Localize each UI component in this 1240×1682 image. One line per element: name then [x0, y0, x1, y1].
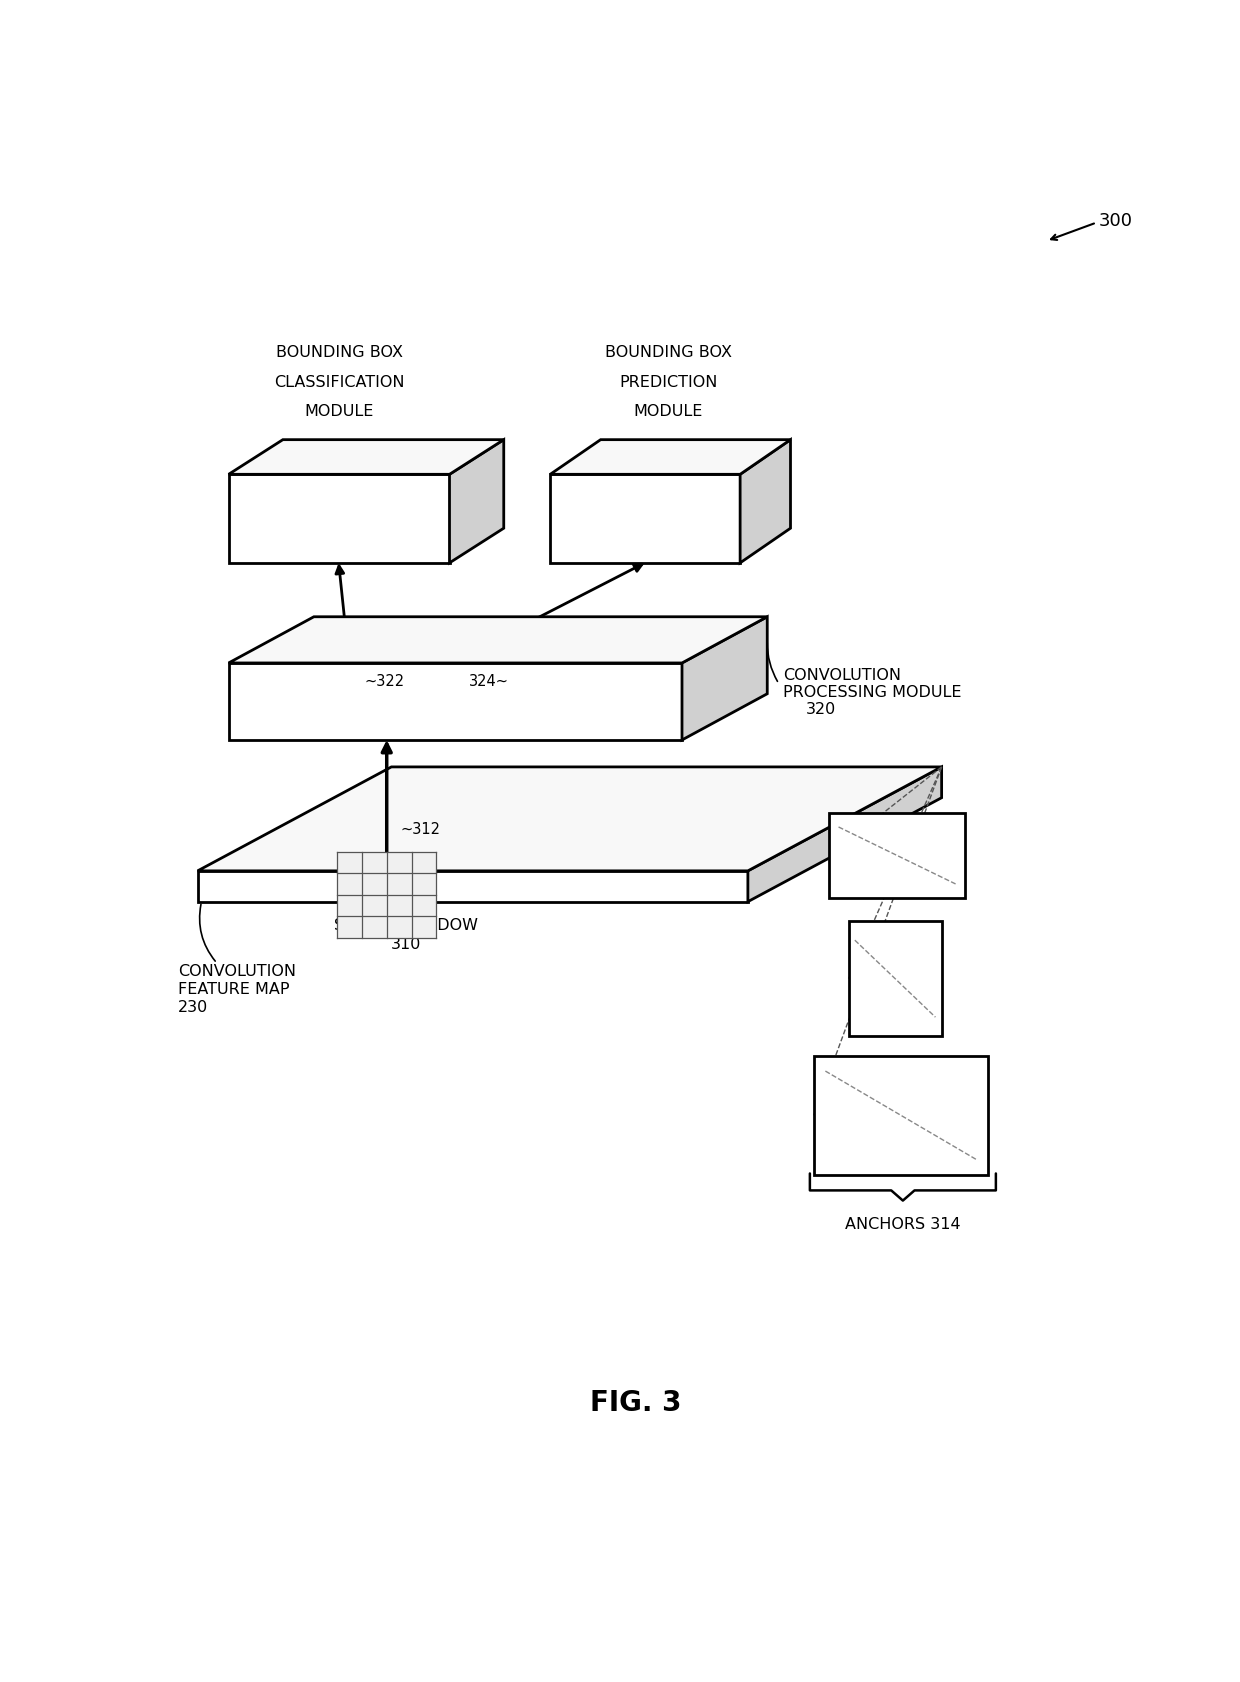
Text: 330: 330: [324, 439, 355, 454]
Polygon shape: [197, 871, 748, 902]
Text: BOUNDING BOX: BOUNDING BOX: [605, 345, 732, 360]
Polygon shape: [848, 922, 941, 1036]
Text: MODULE: MODULE: [304, 404, 373, 419]
Text: ~312: ~312: [401, 821, 440, 836]
Polygon shape: [551, 474, 740, 563]
Text: CONVOLUTION: CONVOLUTION: [179, 964, 296, 979]
Text: 340: 340: [653, 439, 683, 454]
Polygon shape: [228, 441, 503, 474]
Polygon shape: [830, 814, 965, 898]
Text: PREDICTION: PREDICTION: [619, 375, 718, 390]
Text: BOUNDING BOX: BOUNDING BOX: [275, 345, 403, 360]
Polygon shape: [228, 617, 768, 664]
Text: · · ·: · · ·: [879, 1014, 919, 1039]
Text: FIG. 3: FIG. 3: [590, 1388, 681, 1416]
Text: 230: 230: [179, 999, 208, 1014]
Text: ANCHORS 314: ANCHORS 314: [846, 1216, 961, 1231]
Polygon shape: [813, 1056, 988, 1176]
Polygon shape: [740, 441, 791, 563]
Polygon shape: [449, 441, 503, 563]
Text: CLASSIFICATION: CLASSIFICATION: [274, 375, 404, 390]
Polygon shape: [197, 767, 941, 871]
Text: FEATURE MAP: FEATURE MAP: [179, 981, 290, 996]
Polygon shape: [551, 441, 791, 474]
Text: ~322: ~322: [365, 673, 404, 688]
Text: MODULE: MODULE: [634, 404, 703, 419]
Text: PROCESSING MODULE: PROCESSING MODULE: [782, 685, 961, 700]
Polygon shape: [228, 474, 449, 563]
Text: CONVOLUTION: CONVOLUTION: [782, 668, 900, 683]
Text: 320: 320: [806, 701, 836, 717]
Polygon shape: [228, 664, 682, 740]
Polygon shape: [337, 853, 436, 939]
Polygon shape: [682, 617, 768, 740]
Text: 300: 300: [1099, 212, 1133, 230]
Text: 324~: 324~: [469, 673, 508, 688]
Polygon shape: [748, 767, 941, 902]
Text: SLIDING WINDOW: SLIDING WINDOW: [334, 917, 479, 932]
Text: 310: 310: [391, 935, 422, 950]
